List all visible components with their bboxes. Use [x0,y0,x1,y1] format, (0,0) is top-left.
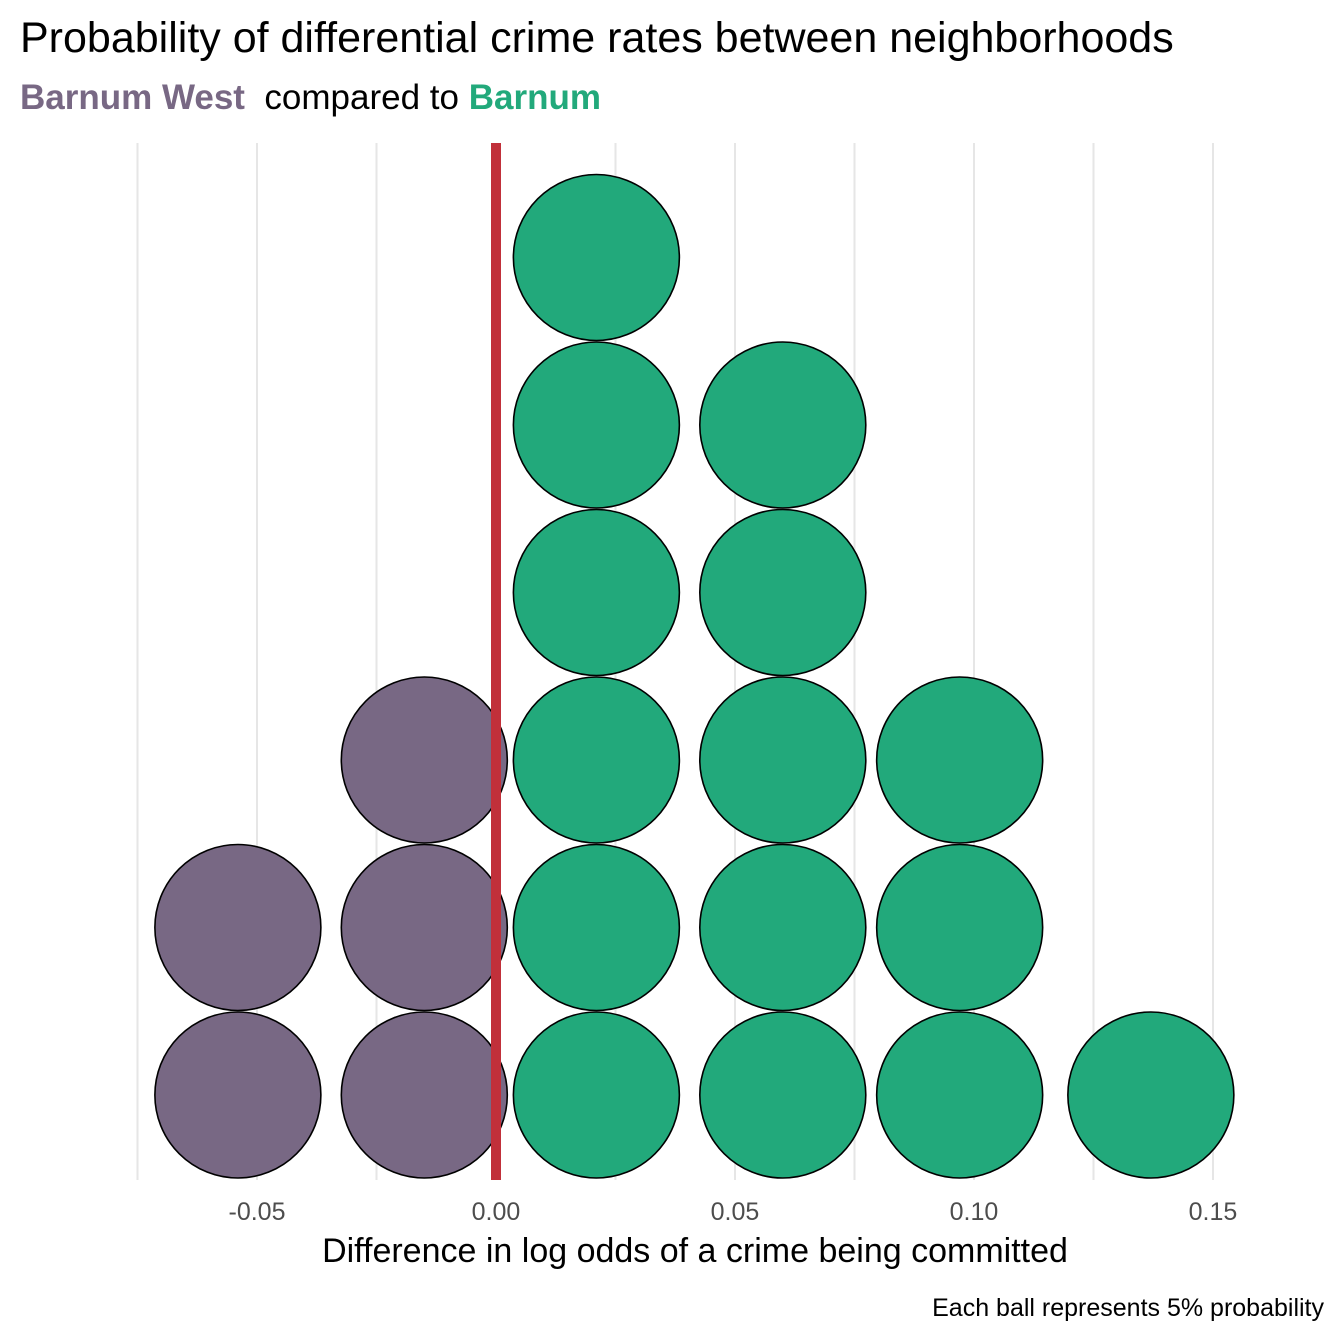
ball-barnum [512,341,681,509]
ball-barnum-west [154,1011,322,1179]
ball-barnum [875,1011,1044,1179]
ball-barnum [698,676,867,844]
x-tick-label: 0.00 [472,1198,521,1226]
ball-barnum [875,676,1044,844]
x-tick-label: 0.15 [1189,1198,1238,1226]
ball-barnum [512,843,681,1012]
chart-caption: Each ball represents 5% probability [932,1294,1324,1322]
ball-barnum [875,843,1044,1012]
subtitle-barnum: Barnum [468,78,601,117]
ball-barnum [698,341,867,509]
probability-balls [154,173,1235,1179]
x-tick-label: -0.05 [229,1198,286,1226]
ball-barnum-west [340,676,509,844]
chart-title: Probability of differential crime rates … [20,14,1174,62]
ball-barnum [698,843,867,1012]
ball-barnum [512,676,681,844]
ball-barnum-west [340,1011,509,1179]
subtitle-barnum-west: Barnum West [20,78,245,117]
ball-barnum [1067,1011,1235,1179]
x-tick-label: 0.05 [711,1198,760,1226]
ball-barnum [698,1011,867,1179]
ball-barnum [512,508,681,677]
x-axis-tick-labels: -0.05 0.00 0.05 0.10 0.15 [229,1198,1238,1226]
ball-barnum-west [340,843,509,1012]
x-tick-label: 0.10 [950,1198,999,1226]
subtitle-compared-to: compared to [264,78,459,117]
ball-barnum-west [154,843,322,1012]
ball-barnum [512,173,681,342]
grid-lines [136,143,1214,1180]
x-axis-title: Difference in log odds of a crime being … [322,1232,1068,1270]
ball-barnum [698,508,867,677]
chart-subtitle: Barnum West compared to Barnum [20,78,601,118]
ball-barnum [512,1011,681,1179]
